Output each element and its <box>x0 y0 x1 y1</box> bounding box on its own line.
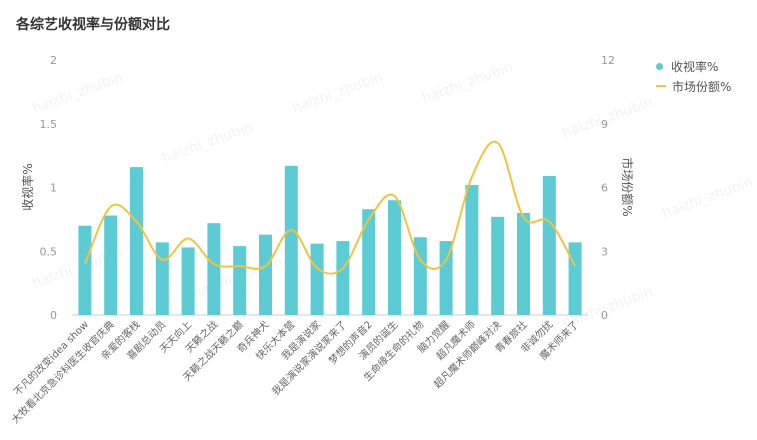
chart-title: 各综艺收视率与份额对比 <box>16 17 170 33</box>
y2-tick-label: 3 <box>601 245 608 258</box>
bar[interactable] <box>542 176 556 315</box>
y2-tick-label: 6 <box>601 182 608 195</box>
legend-label: 收视率% <box>671 59 719 74</box>
bar[interactable] <box>491 216 505 315</box>
legend-dot-icon <box>656 62 663 70</box>
y2-tick-label: 12 <box>601 54 615 67</box>
bar[interactable] <box>130 167 143 315</box>
bar[interactable] <box>259 234 272 315</box>
bar[interactable] <box>233 246 247 315</box>
bar[interactable] <box>465 184 479 315</box>
bar[interactable] <box>155 242 169 315</box>
bar[interactable] <box>439 241 453 315</box>
bar[interactable] <box>78 225 92 315</box>
legend-item-share[interactable]: 市场份额% <box>656 76 731 96</box>
bar[interactable] <box>310 243 324 315</box>
bar[interactable] <box>336 241 350 315</box>
y-tick-label: 1 <box>50 182 57 195</box>
y-tick-label: 0.5 <box>40 245 58 258</box>
bar[interactable] <box>181 247 195 315</box>
x-tick-label: 大牧看北京急诊科医生收官庆典 <box>9 318 117 426</box>
bar[interactable] <box>517 213 530 315</box>
bar[interactable] <box>388 200 401 315</box>
legend-label: 市场份额% <box>672 79 732 94</box>
y-tick-label: 2 <box>50 54 57 67</box>
bar[interactable] <box>568 242 582 315</box>
bar[interactable] <box>284 165 298 315</box>
chart-legend: 收视率% 市场份额% <box>656 56 731 96</box>
bar[interactable] <box>207 223 221 315</box>
y2-tick-label: 9 <box>601 118 608 131</box>
y-tick-label: 0 <box>50 309 57 322</box>
share-line[interactable] <box>83 140 576 275</box>
y-axis-label: 收视率% <box>20 163 35 210</box>
y2-tick-label: 0 <box>601 309 608 322</box>
bar[interactable] <box>413 237 427 315</box>
legend-item-ratings[interactable]: 收视率% <box>656 56 731 76</box>
y-tick-label: 1.5 <box>40 118 58 131</box>
bar[interactable] <box>104 215 118 315</box>
y2-axis-label: 市场份额% <box>620 157 635 216</box>
bar[interactable] <box>362 209 376 315</box>
legend-line-icon <box>656 85 666 87</box>
